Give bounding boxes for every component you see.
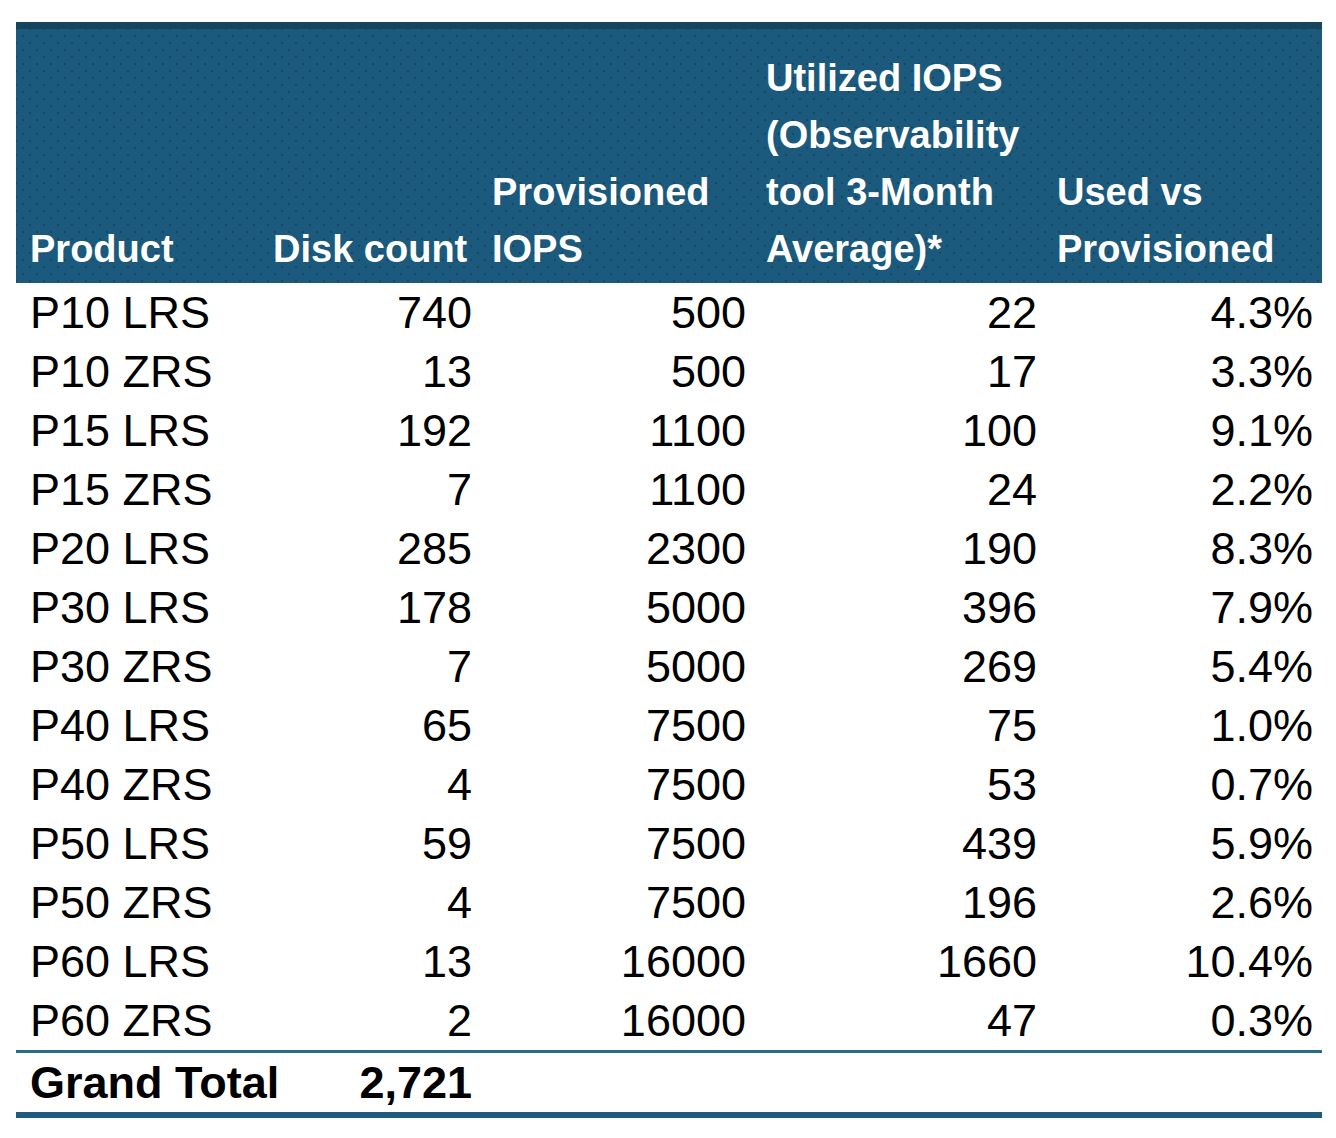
cell-product: P50 ZRS [16,873,262,932]
cell-utilized-iops: 17 [755,342,1046,401]
cell-disk-count: 7 [262,460,481,519]
cell-provisioned-iops: 7500 [481,873,755,932]
cell-product: P50 LRS [16,814,262,873]
cell-disk-count: 65 [262,696,481,755]
table-row: P50 LRS 59 7500 439 5.9% [16,814,1322,873]
table-row: P30 LRS 178 5000 396 7.9% [16,578,1322,637]
cell-used-vs-provisioned: 10.4% [1046,932,1322,991]
table-row: P50 ZRS 4 7500 196 2.6% [16,873,1322,932]
cell-product: P30 LRS [16,578,262,637]
cell-used-vs-provisioned: 2.6% [1046,873,1322,932]
cell-provisioned-iops: 16000 [481,932,755,991]
cell-provisioned-iops: 500 [481,342,755,401]
cell-used-vs-provisioned: 5.9% [1046,814,1322,873]
grand-total-row: Grand Total 2,721 [16,1050,1322,1118]
column-header-disk-count: Disk count [262,221,481,278]
grand-total-label: Grand Total [16,1053,262,1112]
table-header-row: Product Disk count Provisioned IOPS Util… [16,22,1322,283]
cell-utilized-iops: 396 [755,578,1046,637]
table-row: P20 LRS 285 2300 190 8.3% [16,519,1322,578]
cell-product: P15 ZRS [16,460,262,519]
cell-utilized-iops: 75 [755,696,1046,755]
cell-provisioned-iops: 5000 [481,578,755,637]
cell-product: P40 ZRS [16,755,262,814]
column-header-utilized-iops: Utilized IOPS (Observability tool 3-Mont… [755,50,1046,278]
cell-provisioned-iops: 2300 [481,519,755,578]
cell-used-vs-provisioned: 2.2% [1046,460,1322,519]
table-row: P60 LRS 13 16000 1660 10.4% [16,932,1322,991]
cell-utilized-iops: 53 [755,755,1046,814]
cell-product: P10 LRS [16,283,262,342]
cell-provisioned-iops: 500 [481,283,755,342]
cell-provisioned-iops: 7500 [481,696,755,755]
cell-product: P60 LRS [16,932,262,991]
table-row: P30 ZRS 7 5000 269 5.4% [16,637,1322,696]
column-header-provisioned-iops: Provisioned IOPS [481,164,755,278]
cell-utilized-iops: 439 [755,814,1046,873]
cell-disk-count: 59 [262,814,481,873]
cell-disk-count: 13 [262,342,481,401]
cell-disk-count: 13 [262,932,481,991]
grand-total-empty-cell [755,1053,1046,1112]
cell-disk-count: 2 [262,991,481,1050]
table-row: P15 ZRS 7 1100 24 2.2% [16,460,1322,519]
cell-used-vs-provisioned: 9.1% [1046,401,1322,460]
grand-total-empty-cell [1046,1053,1322,1112]
cell-used-vs-provisioned: 0.7% [1046,755,1322,814]
cell-disk-count: 178 [262,578,481,637]
cell-utilized-iops: 47 [755,991,1046,1050]
cell-used-vs-provisioned: 8.3% [1046,519,1322,578]
cell-disk-count: 192 [262,401,481,460]
table-row: P40 ZRS 4 7500 53 0.7% [16,755,1322,814]
cell-provisioned-iops: 16000 [481,991,755,1050]
table-row: P15 LRS 192 1100 100 9.1% [16,401,1322,460]
cell-used-vs-provisioned: 1.0% [1046,696,1322,755]
cell-product: P15 LRS [16,401,262,460]
cell-used-vs-provisioned: 0.3% [1046,991,1322,1050]
cell-disk-count: 4 [262,873,481,932]
cell-used-vs-provisioned: 5.4% [1046,637,1322,696]
cell-utilized-iops: 22 [755,283,1046,342]
table-row: P40 LRS 65 7500 75 1.0% [16,696,1322,755]
cell-provisioned-iops: 1100 [481,401,755,460]
column-header-used-vs-provisioned: Used vs Provisioned [1046,164,1322,278]
cell-used-vs-provisioned: 7.9% [1046,578,1322,637]
cell-utilized-iops: 190 [755,519,1046,578]
cell-utilized-iops: 269 [755,637,1046,696]
cell-provisioned-iops: 7500 [481,814,755,873]
cell-product: P60 ZRS [16,991,262,1050]
table-row: P10 ZRS 13 500 17 3.3% [16,342,1322,401]
cell-utilized-iops: 1660 [755,932,1046,991]
cell-disk-count: 285 [262,519,481,578]
cell-utilized-iops: 24 [755,460,1046,519]
grand-total-empty-cell [481,1053,755,1112]
cell-provisioned-iops: 5000 [481,637,755,696]
cell-product: P40 LRS [16,696,262,755]
cell-provisioned-iops: 1100 [481,460,755,519]
cell-disk-count: 4 [262,755,481,814]
iops-utilization-table: Product Disk count Provisioned IOPS Util… [16,22,1322,1118]
cell-product: P30 ZRS [16,637,262,696]
cell-product: P20 LRS [16,519,262,578]
column-header-product: Product [16,221,262,278]
table-row: P10 LRS 740 500 22 4.3% [16,283,1322,342]
table-row: P60 ZRS 2 16000 47 0.3% [16,991,1322,1050]
cell-utilized-iops: 196 [755,873,1046,932]
cell-provisioned-iops: 7500 [481,755,755,814]
cell-product: P10 ZRS [16,342,262,401]
cell-disk-count: 740 [262,283,481,342]
cell-disk-count: 7 [262,637,481,696]
grand-total-disk-count: 2,721 [262,1053,481,1112]
cell-utilized-iops: 100 [755,401,1046,460]
cell-used-vs-provisioned: 3.3% [1046,342,1322,401]
page: Product Disk count Provisioned IOPS Util… [0,0,1336,1138]
cell-used-vs-provisioned: 4.3% [1046,283,1322,342]
